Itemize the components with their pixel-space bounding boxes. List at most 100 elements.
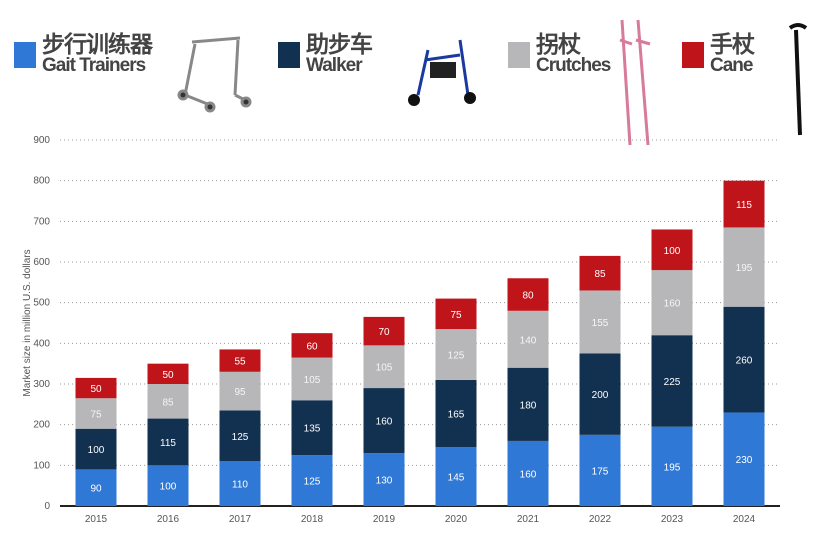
cane-image — [788, 23, 808, 136]
data-label: 105 — [376, 363, 393, 374]
data-label: 110 — [232, 480, 248, 491]
bar-segment — [723, 306, 765, 413]
bar-segment — [219, 349, 261, 372]
bar-segment — [291, 455, 333, 506]
data-label: 100 — [88, 445, 105, 456]
legend-item: 助步车 Walker — [278, 31, 373, 77]
data-label: 105 — [304, 375, 321, 386]
data-label: 260 — [736, 356, 753, 367]
legend-label-en: Crutches — [536, 55, 611, 77]
bar-segment — [579, 255, 621, 291]
data-label: 125 — [448, 351, 465, 362]
bar-segment — [75, 377, 117, 399]
data-label: 75 — [90, 409, 102, 420]
legend-label-cn: 步行训练器 — [42, 31, 153, 57]
bar-segment — [507, 440, 549, 506]
bar-segment — [435, 298, 477, 330]
bar-segment — [723, 412, 765, 506]
legend-item: 拐杖 Crutches — [508, 31, 611, 77]
bar-segment — [363, 453, 405, 506]
bar-segment — [579, 434, 621, 506]
data-label: 115 — [736, 200, 752, 211]
bar-segment — [507, 278, 549, 311]
bar-segment — [579, 353, 621, 435]
bar-segment — [219, 461, 261, 506]
bar-segment — [435, 447, 477, 506]
y-tick-label: 100 — [33, 460, 50, 471]
data-label: 155 — [592, 318, 609, 329]
bar-segment — [147, 465, 189, 506]
data-label: 75 — [450, 310, 462, 321]
legend-label-en: Gait Trainers — [42, 55, 146, 77]
legend-item: 步行训练器 Gait Trainers — [14, 31, 153, 77]
x-tick-label: 2015 — [85, 514, 108, 525]
x-tick-label: 2019 — [373, 514, 396, 525]
bar-segment — [219, 371, 261, 411]
legend-item: 手杖 Cane — [682, 31, 755, 77]
data-label: 225 — [664, 377, 681, 388]
data-label: 95 — [234, 387, 246, 398]
legend-label-cn: 手杖 — [710, 31, 755, 57]
data-label: 100 — [664, 246, 681, 257]
data-label: 85 — [162, 397, 174, 408]
y-axis-label: Market size in million U.S. dollars — [22, 249, 33, 396]
bar-segment — [651, 335, 693, 427]
data-label: 180 — [520, 400, 537, 411]
data-label: 160 — [664, 299, 681, 310]
y-tick-label: 900 — [33, 135, 50, 146]
bar-segment — [147, 418, 189, 466]
bar-segment — [363, 388, 405, 454]
x-tick-label: 2017 — [229, 514, 252, 525]
bar-segment — [219, 410, 261, 462]
y-tick-label: 0 — [44, 501, 50, 512]
y-tick-label: 400 — [33, 338, 50, 349]
data-label: 50 — [90, 384, 102, 395]
data-label: 140 — [520, 335, 537, 346]
gait-trainer-image — [177, 36, 252, 113]
data-label: 175 — [592, 466, 609, 477]
data-label: 200 — [592, 390, 609, 401]
data-label: 55 — [234, 357, 246, 368]
y-tick-label: 300 — [33, 379, 50, 390]
bar-segment — [579, 290, 621, 354]
bar-segment — [291, 400, 333, 456]
bar-segment — [147, 363, 189, 384]
data-label: 160 — [376, 417, 393, 428]
legend-label-en: Walker — [306, 55, 363, 77]
rollator-walker-image — [408, 39, 476, 106]
legend-swatch — [508, 42, 530, 68]
bar-segment — [723, 180, 765, 228]
legend-swatch — [278, 42, 300, 68]
bar-segment — [75, 398, 117, 429]
bar-segment — [507, 367, 549, 441]
data-label: 100 — [160, 482, 177, 493]
bar-segment — [75, 428, 117, 470]
bar-segment — [723, 227, 765, 307]
x-tick-label: 2020 — [445, 514, 468, 525]
legend-label-en: Cane — [710, 55, 753, 77]
legend-swatch — [682, 42, 704, 68]
bar-segment — [435, 379, 477, 448]
x-tick-label: 2018 — [301, 514, 324, 525]
x-tick-label: 2016 — [157, 514, 180, 525]
data-label: 125 — [304, 477, 321, 488]
data-label: 160 — [520, 469, 537, 480]
bar-segment — [651, 270, 693, 336]
data-label: 125 — [232, 432, 249, 443]
bar-segment — [651, 426, 693, 506]
y-tick-label: 500 — [33, 298, 50, 309]
bar-segment — [75, 469, 117, 506]
data-label: 80 — [522, 291, 534, 302]
data-label: 145 — [448, 473, 465, 484]
data-label: 135 — [304, 424, 321, 435]
data-label: 165 — [448, 409, 465, 420]
legend-label-cn: 拐杖 — [536, 31, 581, 57]
x-tick-label: 2021 — [517, 514, 540, 525]
y-tick-label: 200 — [33, 420, 50, 431]
x-tick-label: 2022 — [589, 514, 612, 525]
data-label: 60 — [306, 341, 318, 352]
legend-label-cn: 助步车 — [306, 31, 373, 57]
bar-segment — [651, 229, 693, 271]
data-label: 130 — [376, 476, 393, 487]
